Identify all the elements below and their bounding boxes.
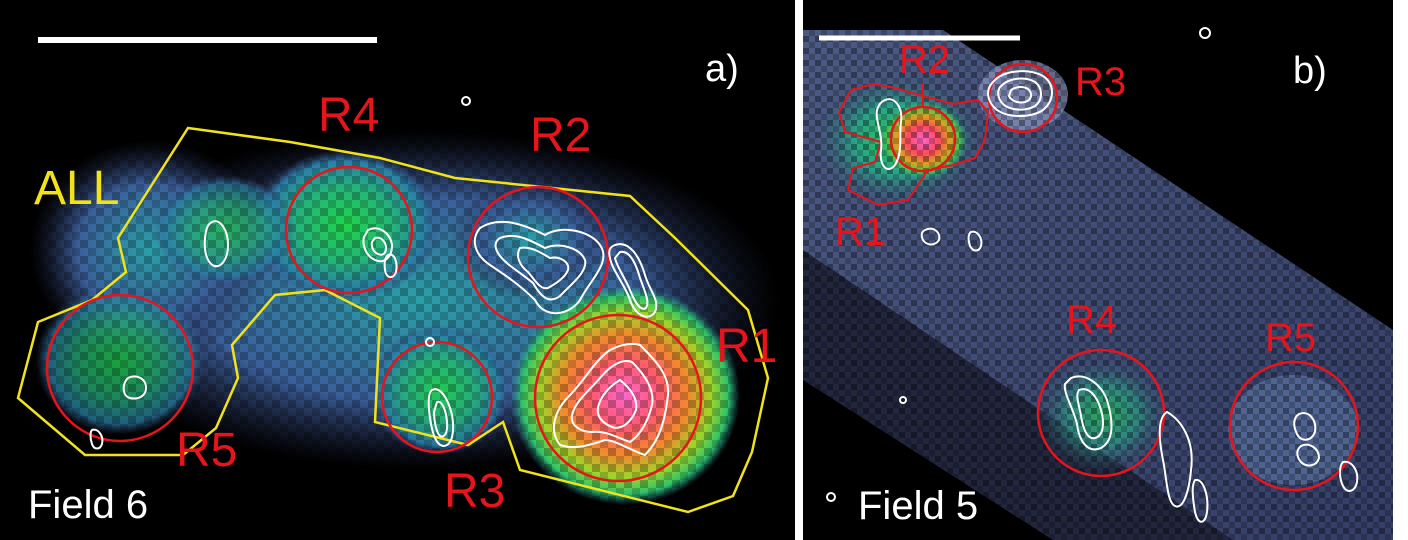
radio-contours bbox=[89, 96, 670, 457]
region-r5-circle bbox=[1228, 360, 1360, 492]
region-circles bbox=[45, 165, 703, 483]
panel-label: a) bbox=[705, 48, 739, 90]
region-r5-circle bbox=[45, 293, 195, 443]
region-r1-polygon bbox=[837, 82, 990, 207]
region-label-r4: R4 bbox=[1066, 298, 1118, 342]
panel-field-6: a) ALL R4 R2 R1 R5 R3 Field 6 bbox=[0, 0, 795, 540]
panel-field-5: b) R2 R3 R1 R4 R5 Field 5 bbox=[803, 0, 1393, 540]
emission-map bbox=[803, 0, 1393, 540]
region-r3-circle bbox=[380, 340, 494, 454]
region-label-r1: R1 bbox=[716, 320, 778, 373]
region-label-r3: R3 bbox=[1075, 60, 1127, 104]
region-r4-circle bbox=[284, 165, 414, 295]
field-6-image bbox=[0, 0, 795, 540]
radio-contours bbox=[826, 27, 1359, 523]
all-region-polygon bbox=[16, 126, 770, 514]
region-label-r3: R3 bbox=[444, 465, 506, 518]
region-label-r5: R5 bbox=[1265, 316, 1317, 360]
region-r4-circle bbox=[1036, 348, 1166, 478]
region-label-r1: R1 bbox=[835, 210, 887, 254]
polygon-label-all: ALL bbox=[34, 162, 120, 215]
field-5-image bbox=[803, 0, 1393, 540]
field-label: Field 5 bbox=[858, 484, 979, 528]
region-label-r2: R2 bbox=[530, 109, 592, 162]
region-r1-circle bbox=[533, 313, 703, 483]
region-label-r4: R4 bbox=[318, 89, 380, 142]
panel-label: b) bbox=[1293, 50, 1327, 92]
field-label: Field 6 bbox=[28, 483, 149, 527]
region-label-r2: R2 bbox=[899, 38, 951, 82]
region-label-r5: R5 bbox=[176, 424, 238, 477]
region-r2-circle bbox=[466, 185, 610, 329]
